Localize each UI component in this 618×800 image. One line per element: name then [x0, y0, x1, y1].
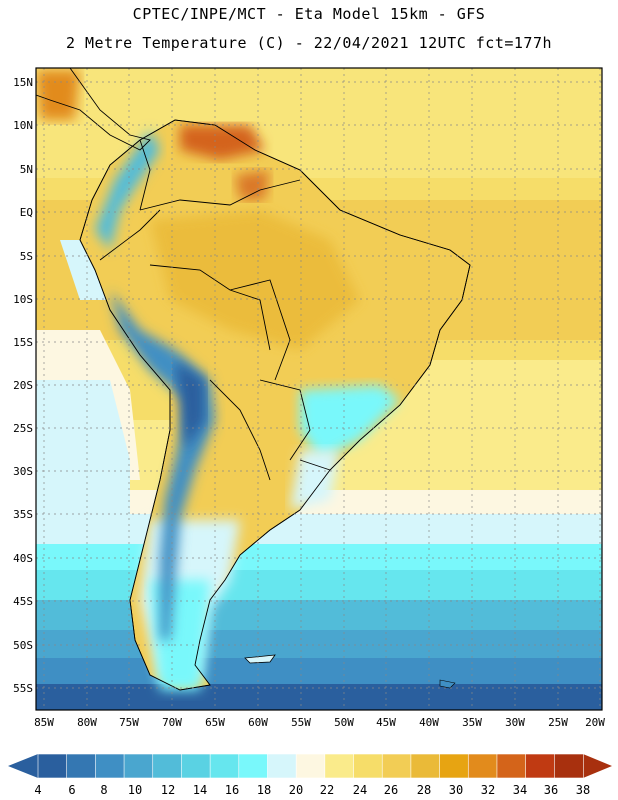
lon-label: 75W [119, 716, 139, 729]
colorbar-label: 10 [127, 783, 143, 797]
colorbar-label: 36 [543, 783, 559, 797]
colorbar-swatch [152, 753, 183, 779]
graticule [36, 68, 602, 710]
lon-label: 60W [248, 716, 268, 729]
longitude-labels: 85W 80W 75W 70W 65W 60W 55W 50W 45W 40W … [34, 716, 605, 729]
lat-label: 50S [13, 639, 33, 652]
colorbar-label: 18 [256, 783, 272, 797]
lon-label: 55W [291, 716, 311, 729]
colorbar-label: 34 [512, 783, 528, 797]
colorbar-label: 32 [480, 783, 496, 797]
colorbar-label: 26 [383, 783, 399, 797]
colorbar-swatch [66, 753, 97, 779]
colorbar-swatch [525, 753, 556, 779]
colorbar-swatch [267, 753, 297, 779]
colorbar-low-arrow [8, 754, 38, 778]
colorbar-swatch [238, 753, 269, 779]
lon-label: 65W [205, 716, 225, 729]
colorbar-label: 38 [575, 783, 591, 797]
lat-label: EQ [20, 206, 33, 219]
lon-label: 70W [162, 716, 182, 729]
colorbar-label: 16 [224, 783, 240, 797]
lon-label: 45W [376, 716, 396, 729]
temperature-field [36, 68, 602, 710]
colorbar-swatch [324, 753, 355, 779]
colorbar-label: 12 [160, 783, 176, 797]
lat-label: 10S [13, 293, 33, 306]
colorbar-swatch [496, 753, 527, 779]
chart-title-line2: 2 Metre Temperature (C) - 22/04/2021 12U… [65, 34, 553, 52]
colorbar-label: 30 [448, 783, 464, 797]
colorbar-swatch [209, 753, 240, 779]
lon-label: 85W [34, 716, 54, 729]
lat-label: 45S [13, 595, 33, 608]
lat-label: 25S [13, 422, 33, 435]
chart-title-line1: CPTEC/INPE/MCT - Eta Model 15km - GFS [132, 5, 486, 23]
colorbar-high-arrow [583, 754, 612, 778]
lon-label: 25W [548, 716, 568, 729]
lat-label: 30S [13, 465, 33, 478]
colorbar-swatch [353, 753, 384, 779]
lon-label: 40W [419, 716, 439, 729]
colorbar-label: 20 [288, 783, 304, 797]
colorbar-label: 8 [100, 783, 108, 797]
colorbar-swatch [467, 753, 498, 779]
colorbar-label: 14 [192, 783, 208, 797]
lon-label: 80W [77, 716, 97, 729]
colorbar-swatch [410, 753, 441, 779]
political-borders [79, 119, 471, 691]
lat-label: 20S [13, 379, 33, 392]
colorbar-swatch [295, 753, 326, 779]
colorbar-swatch [95, 753, 125, 779]
colorbar-swatch [181, 753, 211, 779]
colorbar-label: 4 [34, 783, 42, 797]
latitude-labels: 15N 10N 5N EQ 5S 10S 15S 20S 25S 30S 35S… [13, 76, 33, 695]
lat-label: 15S [13, 336, 33, 349]
colorbar-swatch [381, 753, 412, 779]
colorbar-swatch [439, 753, 470, 779]
lat-label: 55S [13, 682, 33, 695]
colorbar-swatch [37, 753, 68, 779]
colorbar-label: 28 [416, 783, 432, 797]
lon-label: 30W [505, 716, 525, 729]
lon-label: 20W [585, 716, 605, 729]
lat-label: 10N [13, 119, 33, 132]
colorbar-swatch [554, 753, 584, 779]
colorbar-label: 6 [68, 783, 76, 797]
lat-label: 5N [20, 163, 33, 176]
colorbar-label: 22 [319, 783, 335, 797]
lat-label: 15N [13, 76, 33, 89]
lon-label: 35W [462, 716, 482, 729]
lat-label: 5S [20, 250, 33, 263]
colorbar-swatch [123, 753, 154, 779]
color-scale-bar [8, 753, 612, 779]
lat-label: 40S [13, 552, 33, 565]
lon-label: 50W [334, 716, 354, 729]
map-border [35, 67, 603, 711]
colorbar-label: 24 [352, 783, 368, 797]
lat-label: 35S [13, 508, 33, 521]
